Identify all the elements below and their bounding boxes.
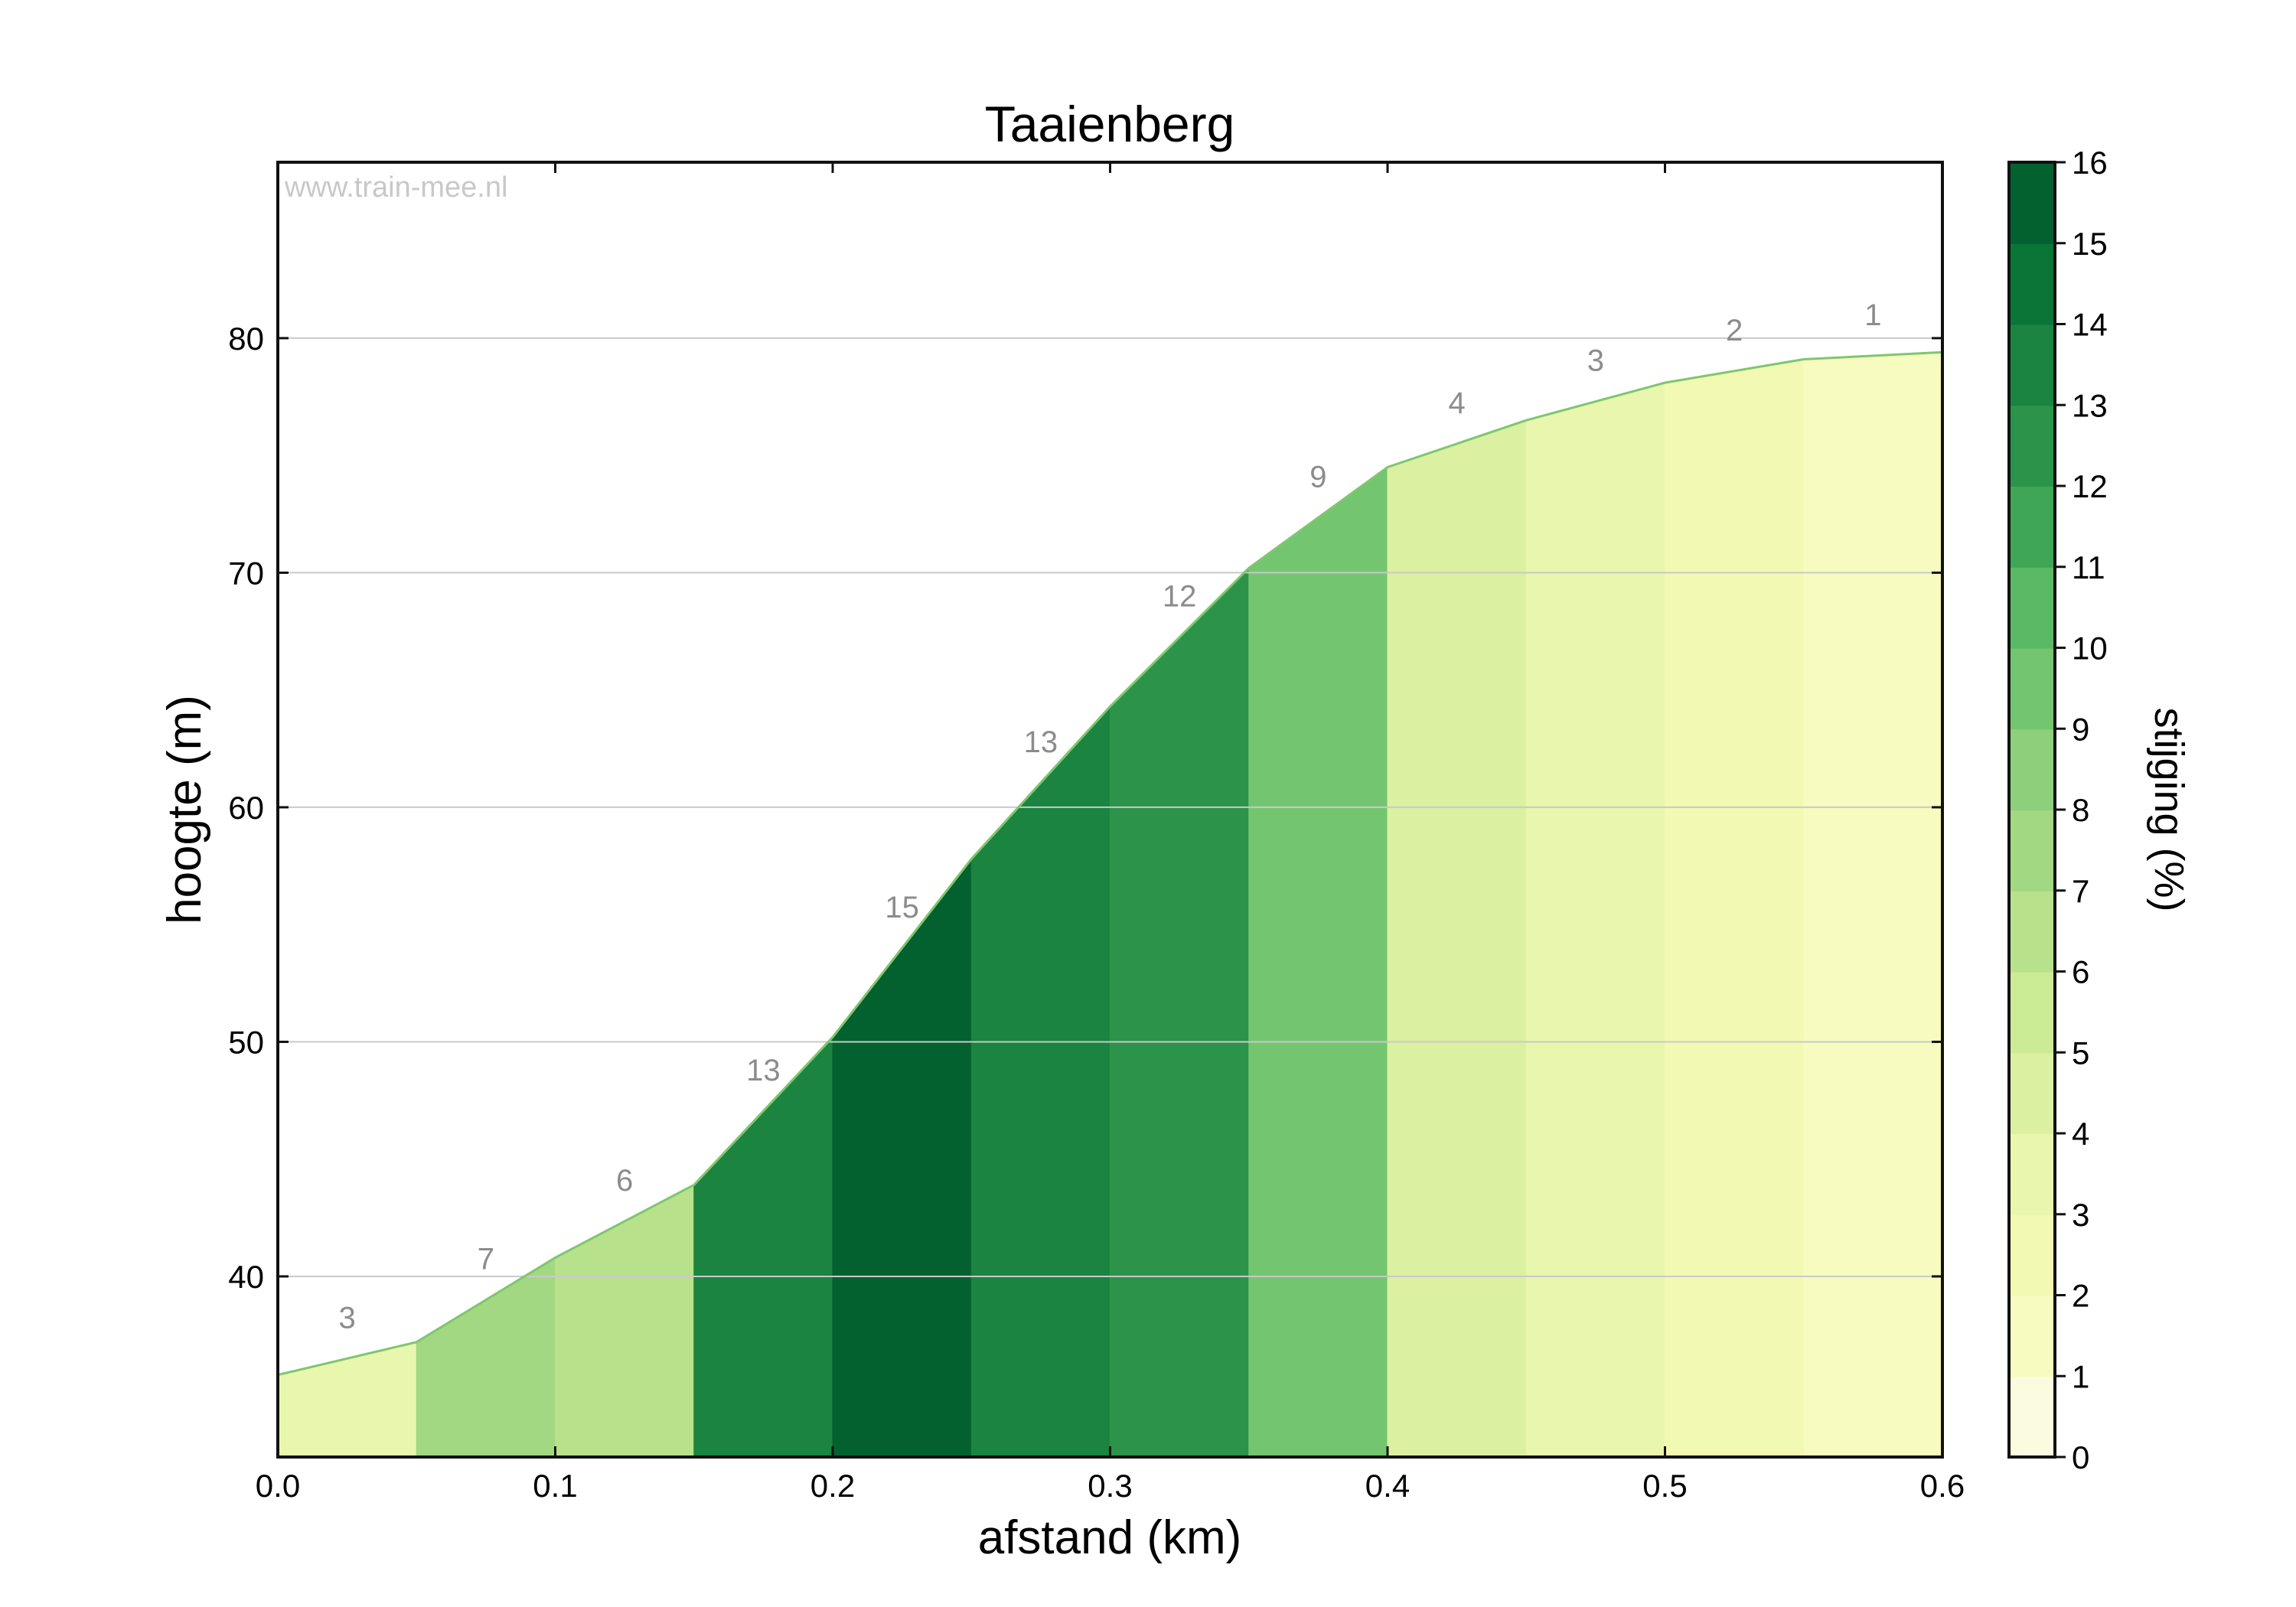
segment-gradient-label: 6 (616, 1164, 633, 1198)
segment-gradient-label: 3 (1587, 344, 1604, 378)
colorbar-swatch (2009, 405, 2055, 487)
colorbar-tick-label: 7 (2072, 873, 2089, 909)
y-tick-label: 70 (228, 555, 264, 591)
colorbar-tick-label: 3 (2072, 1197, 2089, 1233)
colorbar-swatch (2009, 162, 2055, 244)
colorbar-tick-label: 4 (2072, 1116, 2089, 1152)
profile-line (277, 350, 1943, 1377)
colorbar-swatch (2009, 1052, 2055, 1134)
colorbar-swatch (2009, 486, 2055, 568)
x-tick-label: 0.5 (1642, 1468, 1687, 1504)
segment-gradient-label: 1 (1864, 298, 1881, 332)
colorbar-swatch (2009, 890, 2055, 973)
colorbar-tick-label: 13 (2072, 387, 2108, 423)
colorbar-swatch (2009, 647, 2055, 730)
x-tick-label: 0.4 (1365, 1468, 1410, 1504)
x-tick-label: 0.1 (533, 1468, 577, 1504)
watermark: www.train-mee.nl (284, 171, 507, 204)
segment-fill (1665, 358, 1805, 1458)
y-tick-label: 40 (228, 1259, 264, 1295)
colorbar-tick-label: 10 (2072, 631, 2108, 667)
segment-gradient-label: 12 (1163, 580, 1197, 614)
segment-fill (1110, 567, 1250, 1458)
colorbar-tick-label: 8 (2072, 792, 2089, 828)
colorbar-tick-label: 2 (2072, 1278, 2089, 1314)
colorbar-swatch (2009, 1376, 2055, 1458)
segment-gradient-label: 4 (1449, 386, 1466, 420)
segment-gradient-label: 7 (478, 1243, 494, 1276)
y-tick-label: 50 (228, 1024, 264, 1060)
colorbar-swatch (2009, 566, 2055, 649)
segment-gradient-label: 13 (1024, 725, 1058, 759)
colorbar-tick-label: 14 (2072, 307, 2108, 343)
segment-fill (1248, 466, 1388, 1458)
colorbar-swatch (2009, 729, 2055, 810)
segment-fill (1525, 382, 1665, 1458)
colorbar-swatch (2009, 1295, 2055, 1377)
segment-fill (1803, 351, 1943, 1458)
colorbar-swatch (2009, 971, 2055, 1054)
segment-fill (1387, 419, 1527, 1458)
x-tick-label: 0.3 (1088, 1468, 1132, 1504)
colorbar-swatch (2009, 810, 2055, 892)
segment-labels: 3 7 6 13 15 13 12 9 4 3 2 1 (339, 298, 1882, 1335)
colorbar-tick-label: 16 (2072, 145, 2108, 181)
colorbar-swatch (2009, 1214, 2055, 1296)
colorbar-tick-label: 0 (2072, 1439, 2089, 1475)
colorbar-tick-label: 1 (2072, 1358, 2089, 1394)
segment-gradient-label: 3 (339, 1301, 356, 1335)
x-axis: 0.0 0.1 0.2 0.3 0.4 0.5 0.6 (256, 162, 1965, 1504)
y-axis-title: hoogte (m) (158, 695, 211, 924)
grid-lines (278, 337, 1942, 1277)
x-tick-label: 0.2 (810, 1468, 855, 1504)
x-axis-title: afstand (km) (978, 1511, 1242, 1564)
elevation-line (277, 350, 1943, 1377)
colorbar-tick-label: 11 (2072, 549, 2105, 585)
colorbar-tick-label: 15 (2072, 226, 2108, 262)
segment-gradient-label: 2 (1726, 314, 1743, 347)
colorbar-tick-label: 6 (2072, 954, 2089, 990)
colorbar-swatch (2009, 324, 2055, 406)
colorbar-title: stijging (%) (2146, 707, 2192, 911)
colorbar-tick-label: 5 (2072, 1035, 2089, 1071)
colorbar-swatch (2009, 1133, 2055, 1215)
chart-title: Taaienberg (985, 96, 1235, 152)
y-axis: 40 50 60 70 80 (228, 321, 1942, 1295)
colorbar-tick-label: 12 (2072, 468, 2108, 504)
x-tick-label: 0.6 (1920, 1468, 1965, 1504)
colorbar-swatch (2009, 243, 2055, 325)
segment-fills (277, 351, 1943, 1458)
y-tick-label: 80 (228, 321, 264, 357)
colorbar-tick-label: 9 (2072, 711, 2089, 747)
segment-gradient-label: 13 (746, 1054, 781, 1087)
x-tick-label: 0.0 (256, 1468, 300, 1504)
segment-gradient-label: 15 (885, 891, 919, 924)
y-tick-label: 60 (228, 790, 264, 826)
segment-gradient-label: 9 (1309, 460, 1326, 494)
